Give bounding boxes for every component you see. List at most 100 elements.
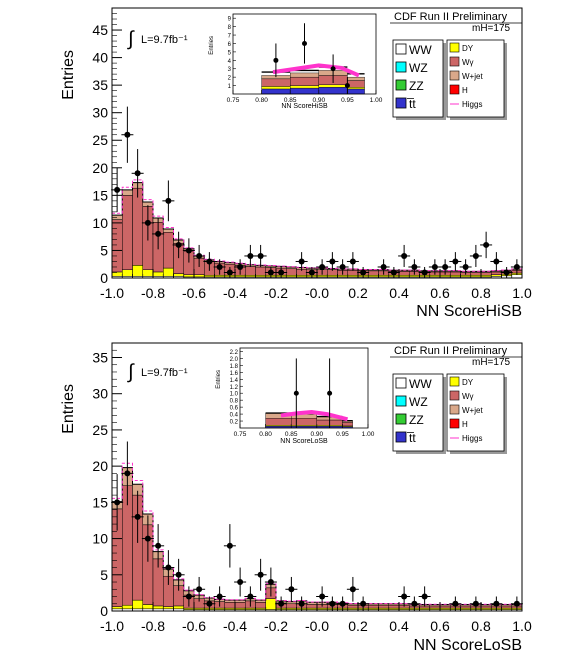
inset-bar-wjet-3 — [347, 76, 365, 81]
hist-bar-DY-8 — [193, 274, 205, 278]
data-point-27 — [411, 263, 418, 270]
inset-x-tick-label: 0.80 — [259, 431, 272, 438]
inset-x-tick-label: 0.90 — [310, 431, 323, 438]
hist-bar-DY-4 — [152, 271, 164, 277]
data-point-21 — [339, 263, 346, 270]
hist-bar-W-32 — [439, 605, 451, 609]
data-point-25 — [390, 269, 397, 276]
inset-y-axis-title: Entries — [216, 370, 222, 389]
inset-bar-wg-1 — [291, 418, 318, 426]
y-tick-label: 35 — [92, 349, 108, 365]
hist-bar-W-26 — [378, 604, 389, 609]
y-tick-label: 45 — [92, 22, 108, 38]
panel-losb: -1.0 -0.8 -0.6 -0.4 -0.2 -0.0 0.2 0.4 0.6 0.8 1.00… — [60, 342, 532, 654]
luminosity-label: L=9.7fb⁻¹ — [141, 34, 188, 46]
legend-swatch-2 — [395, 79, 407, 91]
data-point-15 — [267, 269, 274, 276]
legend-label-right: Higgs — [462, 100, 482, 109]
y-tick-label: 5 — [100, 567, 108, 583]
inset-y-tick-label: 7 — [228, 34, 232, 40]
legend-swatch-1 — [395, 395, 407, 407]
hist-bar-DY-3 — [142, 604, 154, 610]
legend-swatch-right-2 — [449, 404, 460, 415]
y-tick-label: 30 — [92, 386, 108, 402]
legend-swatch-1 — [395, 61, 407, 73]
data-point-14 — [257, 571, 264, 578]
data-point-6 — [175, 241, 182, 248]
x-tick-label: -0.8 — [141, 618, 165, 634]
data-point-11 — [226, 269, 233, 276]
x-tick-label: -0.4 — [223, 618, 247, 634]
data-point-6 — [175, 571, 182, 578]
y-tick-label: 40 — [92, 50, 108, 66]
inset-x-tick-label: 0.75 — [227, 97, 240, 104]
y-tick-label: 10 — [92, 215, 108, 231]
hist-bar-DY-5 — [163, 267, 174, 277]
inset-data-point-1 — [327, 390, 333, 396]
inset-bar-ww-1 — [290, 87, 320, 95]
inset-bar-wjet-1 — [290, 72, 320, 78]
hist-bar-DY-1 — [122, 269, 133, 277]
chart-title: CDF Run II Preliminary — [394, 11, 508, 23]
y-tick-label: 30 — [92, 105, 108, 121]
data-point-17 — [298, 258, 305, 265]
legend-label-left: WW — [409, 377, 432, 391]
inset-data-point-3 — [344, 83, 350, 89]
inset-x-tick-label: 0.80 — [255, 97, 268, 104]
inset-y-tick-label: 2.0 — [230, 357, 239, 363]
legend-swatch-right-1 — [449, 390, 460, 401]
inset-x-tick-label: 0.95 — [341, 97, 354, 104]
hist-bar-W-34 — [460, 605, 471, 609]
data-point-18 — [308, 269, 315, 276]
inset-y-tick-label: 4 — [228, 59, 232, 65]
inset-bar-dy-1 — [290, 85, 320, 89]
inset-y-tick-label: 1.2 — [230, 385, 239, 391]
legend-label-right: DY — [462, 378, 474, 387]
legend-label-left: WZ — [409, 61, 428, 75]
inset-x-tick-label: 1.00 — [370, 97, 383, 104]
inset-bar-wg-0 — [261, 78, 291, 87]
hist-bar-W-5 — [163, 232, 174, 269]
x-tick-label: 0.6 — [430, 618, 450, 634]
inset-y-tick-label: 0.8 — [230, 399, 239, 405]
data-point-1 — [124, 131, 131, 138]
data-point-11 — [226, 542, 233, 549]
inset-x-tick-label: 0.95 — [336, 431, 349, 438]
y-tick-label: 15 — [92, 187, 108, 203]
data-point-2 — [134, 170, 141, 177]
data-point-32 — [462, 263, 469, 270]
data-point-3 — [144, 535, 151, 542]
data-point-26 — [401, 252, 408, 259]
data-point-24 — [380, 263, 387, 270]
legend-swatch-right-1 — [449, 56, 460, 67]
data-point-10 — [216, 263, 223, 270]
data-point-12 — [237, 579, 244, 586]
data-point-30 — [513, 600, 520, 607]
x-tick-label: 0.2 — [348, 285, 368, 301]
hist-bar-W-13 — [245, 266, 256, 276]
hist-bar-DY-6 — [173, 605, 184, 610]
hist-bar-W-27 — [388, 604, 400, 609]
legend-swatch-right-0 — [449, 42, 460, 53]
panel-hisb: -1.0 -0.8 -0.6 -0.4 -0.2 -0.0 0.2 0.4 0.6 0.8 1.00… — [60, 7, 532, 320]
y-tick-label: 35 — [92, 77, 108, 93]
data-point-9 — [206, 600, 213, 607]
legend-label-right: Higgs — [462, 434, 482, 443]
legend-label-left: WW — [409, 43, 432, 57]
inset-data-point-0 — [293, 390, 299, 396]
inset-x-tick-label: 1.00 — [362, 431, 375, 438]
hist-bar-DY-2 — [132, 265, 143, 277]
x-tick-label: -0.0 — [305, 618, 329, 634]
inset-y-tick-label: 9 — [228, 17, 232, 23]
data-point-17 — [288, 586, 295, 593]
inset-frame — [239, 347, 369, 429]
data-point-35 — [493, 258, 500, 265]
x-tick-label: 1.0 — [512, 285, 532, 301]
data-point-28 — [421, 269, 428, 276]
inset-frame — [232, 13, 377, 95]
legend-swatch-3 — [395, 97, 407, 109]
data-point-9 — [206, 258, 213, 265]
inset-y-tick-label: 1.0 — [230, 392, 239, 398]
inset-y-tick-label: 8 — [228, 25, 232, 31]
hist-bar-DY-15 — [265, 598, 277, 610]
